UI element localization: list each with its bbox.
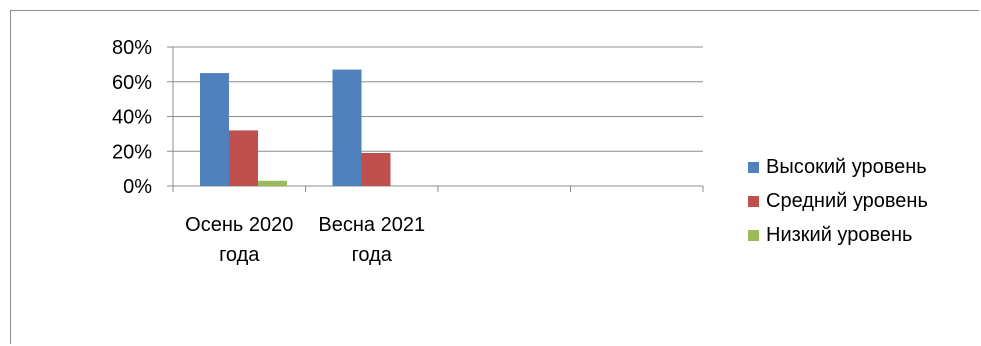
legend-item: Высокий уровень xyxy=(748,150,928,184)
legend-label: Низкий уровень xyxy=(766,223,913,246)
y-tick-label: 40% xyxy=(112,107,152,129)
legend-label: Высокий уровень xyxy=(766,155,927,178)
legend-swatch xyxy=(748,161,759,173)
bar xyxy=(258,180,287,186)
legend: Высокий уровень Средний уровень Низкий уро… xyxy=(748,150,928,252)
legend-item: Низкий уровень xyxy=(748,218,928,252)
y-tick-label: 80% xyxy=(112,37,152,59)
x-tick-label: Весна 2021 xyxy=(318,214,425,236)
legend-swatch xyxy=(748,229,759,241)
bar xyxy=(229,130,258,186)
x-tick-label: года xyxy=(219,244,260,266)
legend-swatch xyxy=(748,195,759,207)
x-tick-label: года xyxy=(352,244,393,266)
y-tick-label: 0% xyxy=(123,176,152,198)
chart-frame xyxy=(10,10,979,344)
bar xyxy=(361,152,391,186)
y-tick-label: 20% xyxy=(112,141,152,163)
bars xyxy=(200,69,391,186)
x-axis xyxy=(172,47,704,192)
x-tick-label: Осень 2020 xyxy=(185,214,293,236)
bar xyxy=(332,69,362,186)
bar xyxy=(200,73,229,186)
y-tick-label: 60% xyxy=(112,72,152,94)
legend-label: Средний уровень xyxy=(766,189,928,212)
x-axis-labels: Осень 2020 года Весна 2021 года xyxy=(185,214,425,266)
legend-item: Средний уровень xyxy=(748,184,928,218)
y-axis-ticks: 0% 20% 40% 60% 80% xyxy=(112,37,152,198)
